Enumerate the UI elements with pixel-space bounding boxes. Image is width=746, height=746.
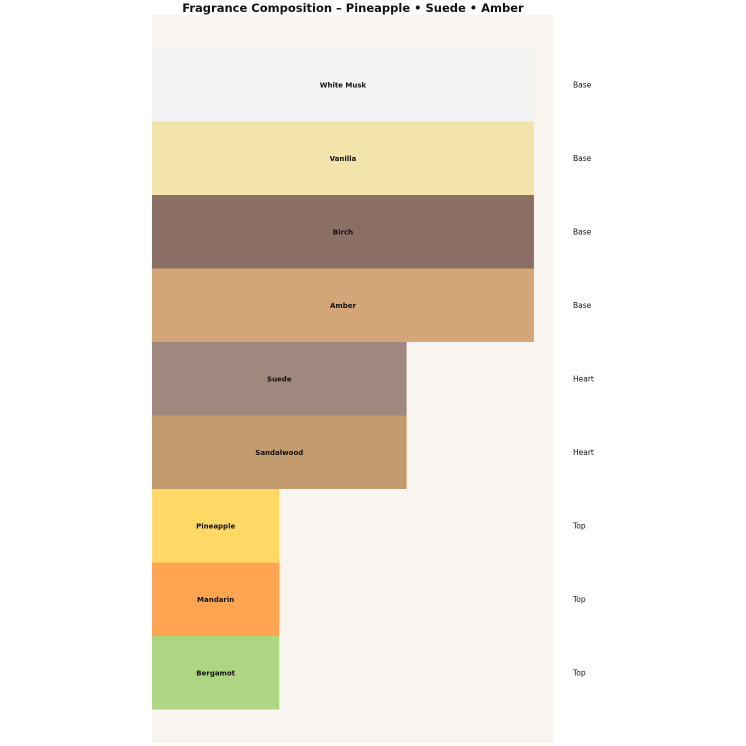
tier-label: Base — [573, 154, 592, 163]
tier-label: Base — [573, 301, 592, 310]
tier-label: Heart — [573, 374, 594, 383]
bar-label: Mandarin — [197, 596, 234, 604]
tier-label: Base — [573, 227, 592, 236]
tier-labels-group: Base Base Base Base Heart Heart Top Top Top — [572, 80, 594, 677]
bar-label: Pineapple — [196, 522, 235, 530]
bar-label: Suede — [267, 375, 292, 383]
bar-birch — [152, 195, 534, 269]
tier-label: Top — [572, 595, 586, 604]
bar-bergamot — [152, 636, 280, 710]
bars-group: White Musk Vanilla Birch Amber Suede Sandalwo… — [152, 48, 534, 710]
bar-label: Amber — [330, 302, 356, 310]
bar-amber — [152, 268, 534, 342]
bar-sandalwood — [152, 415, 407, 489]
bar-vanilla — [152, 121, 534, 195]
bar-label: Birch — [333, 228, 353, 236]
tier-label: Heart — [573, 448, 594, 457]
bar-label: Sandalwood — [255, 449, 303, 457]
tier-label: Base — [573, 80, 592, 89]
tier-label: Top — [572, 521, 586, 530]
bar-label: White Musk — [320, 81, 367, 89]
bar-label: Vanilla — [330, 155, 357, 163]
chart-title: Fragrance Composition – Pineapple • Sued… — [182, 1, 524, 15]
bar-pineapple — [152, 489, 280, 563]
bar-mandarin — [152, 562, 280, 636]
tier-label: Top — [572, 668, 586, 677]
bar-white-musk — [152, 48, 534, 122]
bar-label: Bergamot — [196, 669, 235, 677]
bar-suede — [152, 342, 407, 416]
